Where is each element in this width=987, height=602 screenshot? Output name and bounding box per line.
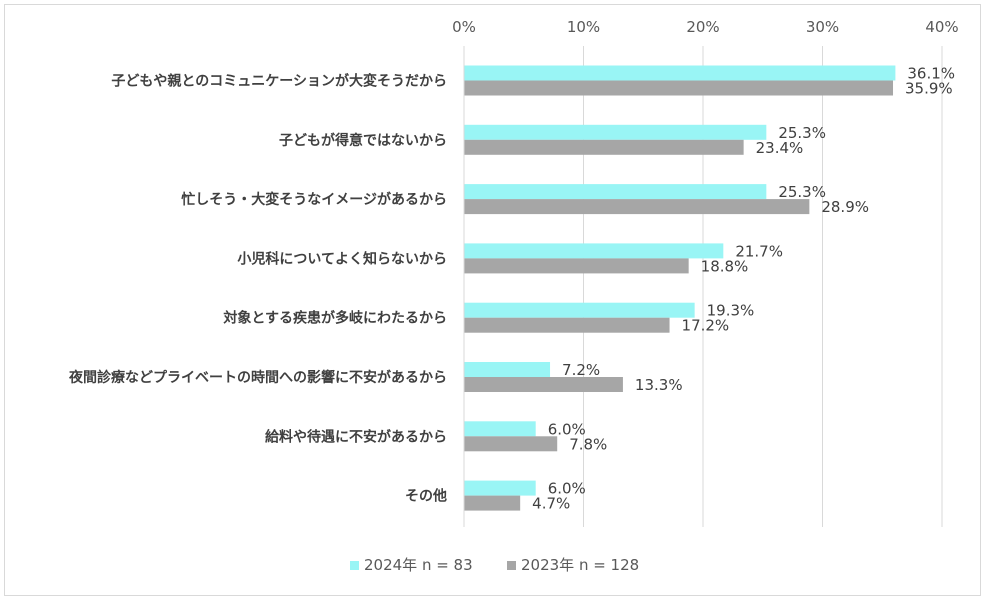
x-tick-label: 20%	[686, 18, 719, 36]
data-label: 4.7%	[532, 495, 570, 513]
bar-2023	[464, 199, 810, 215]
legend-label: 2024年 n = 83	[364, 556, 473, 574]
bar-2023	[464, 317, 670, 333]
data-label: 13.3%	[635, 376, 683, 394]
bar-2023	[464, 258, 689, 274]
data-label: 36.1%	[907, 65, 955, 83]
legend-label: 2023年 n = 128	[521, 556, 639, 574]
x-tick-label: 30%	[806, 18, 839, 36]
category-label: その他	[405, 488, 447, 505]
bar-2024	[464, 124, 767, 140]
data-label: 23.4%	[756, 139, 804, 157]
data-label: 25.3%	[778, 124, 826, 142]
data-label: 7.8%	[569, 435, 607, 453]
bar-2024	[464, 243, 724, 259]
bar-2024	[464, 65, 896, 81]
data-label: 6.0%	[548, 420, 586, 438]
bar-2023	[464, 377, 623, 392]
category-label: 忙しそう・大変そうなイメージがあるから	[181, 191, 447, 208]
data-label: 21.7%	[735, 242, 783, 260]
x-tick-label: 0%	[452, 18, 476, 36]
data-label: 28.9%	[821, 198, 869, 216]
legend-swatch	[350, 561, 359, 570]
data-label: 6.0%	[548, 480, 586, 498]
bar-2024	[464, 421, 536, 437]
bar-2024	[464, 184, 767, 200]
data-label: 7.2%	[562, 361, 600, 379]
bar-2023	[464, 495, 521, 511]
bar-2023	[464, 436, 558, 452]
data-label: 17.2%	[682, 317, 730, 335]
bar-2024	[464, 302, 695, 318]
bar-2023	[464, 80, 894, 96]
category-label: 小児科についてよく知らないから	[237, 250, 447, 267]
bar-2023	[464, 139, 744, 155]
bar-2024	[464, 480, 536, 496]
bar-2024	[464, 362, 551, 377]
data-label: 25.3%	[778, 183, 826, 201]
category-label: 子どもや親とのコミュニケーションが大変そうだから	[111, 73, 447, 90]
category-label: 子どもが得意ではないから	[279, 132, 447, 149]
legend-swatch	[507, 561, 516, 570]
data-label: 18.8%	[701, 257, 749, 275]
category-label: 給料や待遇に不安があるから	[265, 428, 447, 445]
category-label: 夜間診療などプライベートの時間への影響に不安があるから	[68, 369, 447, 386]
x-tick-label: 40%	[925, 18, 958, 36]
data-label: 35.9%	[905, 80, 953, 98]
category-label: 対象とする疾患が多岐にわたるから	[222, 310, 447, 327]
data-label: 19.3%	[707, 302, 755, 320]
x-tick-label: 10%	[567, 18, 600, 36]
